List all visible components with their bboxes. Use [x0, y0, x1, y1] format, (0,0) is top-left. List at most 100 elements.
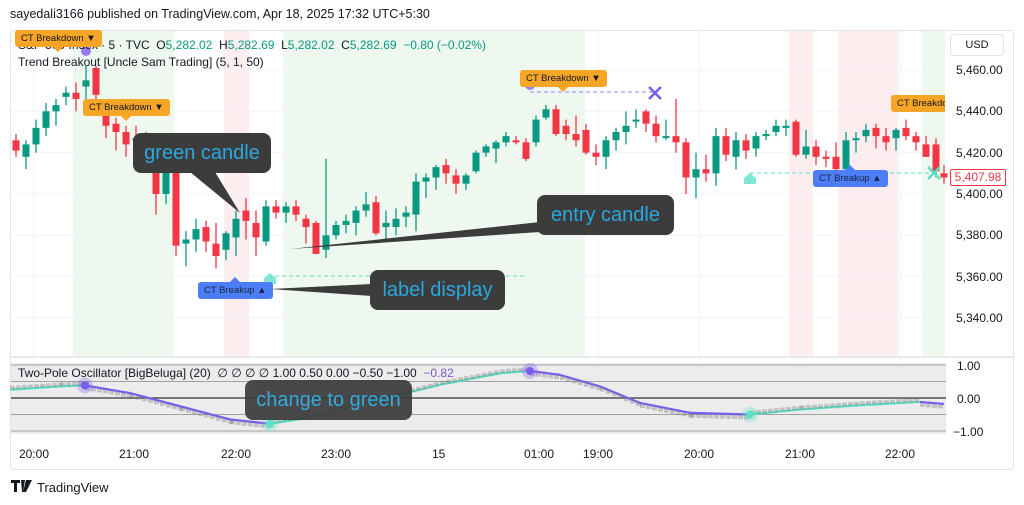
- oscillator-step: [542, 373, 547, 378]
- currency-button[interactable]: USD: [950, 34, 1004, 56]
- green-candle: [332, 225, 340, 236]
- oscillator-step: [127, 393, 132, 398]
- oscillator-step: [884, 399, 889, 404]
- oscillator-step: [590, 384, 595, 389]
- oscillator-step: [774, 408, 779, 413]
- green-candle: [342, 220, 350, 225]
- oscillator-line: [229, 418, 271, 425]
- price-tick: 5,420.00: [956, 145, 1003, 160]
- oscillator-current: −0.82: [423, 366, 454, 380]
- oscillator-step: [230, 420, 235, 425]
- oscillator-line: [599, 385, 641, 404]
- red-candle: [72, 92, 80, 99]
- oscillator-step: [812, 404, 817, 409]
- oscillator-step: [142, 397, 147, 402]
- time-tick: 19:00: [583, 447, 614, 461]
- oscillator-step: [166, 403, 171, 408]
- oscillator-step: [428, 383, 433, 388]
- indicator-legend[interactable]: Trend Breakout [Uncle Sam Trading] (5, 1…: [18, 55, 264, 69]
- green-candle: [712, 136, 720, 174]
- oscillator-step: [148, 398, 153, 403]
- published-line: sayedali3166 published on TradingView.co…: [10, 7, 430, 21]
- oscillator-step: [494, 370, 499, 375]
- green-candle: [162, 169, 170, 194]
- oscillator-step: [652, 406, 657, 411]
- cross-marker-icon: [927, 166, 941, 180]
- red-candle: [642, 111, 650, 124]
- oscillator-step: [52, 382, 57, 387]
- green-candle: [52, 105, 60, 112]
- green-candle: [602, 140, 610, 157]
- oscillator-step: [97, 388, 102, 393]
- oscillator-step: [896, 399, 901, 404]
- oscillator-line: [439, 372, 501, 386]
- oscillator-line: [749, 408, 801, 416]
- green-candle: [402, 212, 410, 217]
- oscillator-line: [799, 404, 861, 411]
- oscillator-step: [228, 419, 233, 424]
- price-tick: 5,440.00: [956, 104, 1003, 119]
- oscillator-step: [210, 415, 215, 420]
- oscillator-line: [9, 385, 61, 391]
- red-candle: [452, 175, 460, 184]
- oscillator-step: [578, 381, 583, 386]
- oscillator-step: [792, 406, 797, 411]
- oscillator-step: [109, 390, 114, 395]
- chart-frame[interactable]: [10, 30, 1014, 470]
- oscillator-step: [908, 398, 913, 403]
- oscillator-step: [452, 378, 457, 383]
- oscillator-step: [192, 410, 197, 415]
- oscillator-name: Two-Pole Oscillator [BigBeluga] (20): [18, 366, 211, 380]
- oscillator-step: [446, 379, 451, 384]
- oscillator-step: [58, 382, 63, 387]
- oscillator-step: [612, 392, 617, 397]
- oscillator-step: [714, 414, 719, 419]
- oscillator-step: [890, 399, 895, 404]
- oscillator-step: [78, 381, 83, 386]
- callout-pointer: [290, 222, 540, 249]
- breakup-marker: [264, 273, 276, 284]
- oscillator-step: [476, 373, 481, 378]
- oscillator-step: [560, 375, 565, 380]
- oscillator-step: [121, 392, 126, 397]
- red-candle: [372, 202, 380, 234]
- oscillator-step: [572, 379, 577, 384]
- green-candle: [532, 119, 540, 143]
- oscillator-line: [529, 369, 561, 376]
- oscillator-legend[interactable]: Two-Pole Oscillator [BigBeluga] (20) ∅ ∅…: [18, 366, 454, 380]
- price-tick: 5,340.00: [956, 310, 1003, 325]
- red-candle: [902, 127, 910, 137]
- green-candle: [432, 167, 440, 178]
- oscillator-step: [860, 401, 865, 406]
- red-candle: [822, 156, 830, 159]
- oscillator-step: [242, 421, 247, 426]
- oscillator-step: [46, 383, 51, 388]
- oscillator-step: [34, 384, 39, 389]
- red-candle: [572, 134, 580, 141]
- tradingview-logo[interactable]: TradingView: [11, 480, 109, 495]
- green-candle: [632, 119, 640, 122]
- oscillator-step: [136, 395, 141, 400]
- green-candle: [42, 111, 50, 128]
- red-candle: [12, 140, 20, 151]
- oscillator-step: [254, 423, 259, 428]
- oscillator-step: [103, 389, 108, 394]
- tradingview-logo-icon: [11, 480, 33, 495]
- green-candle: [472, 152, 480, 172]
- time-tick: 15: [432, 447, 446, 461]
- oscillator-step: [720, 414, 725, 419]
- tradingview-brand: TradingView: [37, 480, 109, 495]
- oscillator-step: [800, 405, 805, 410]
- green-candle: [282, 206, 290, 213]
- oscillator-step: [422, 385, 427, 390]
- oscillator-step: [482, 372, 487, 377]
- oscillator-line: [859, 400, 921, 407]
- oscillator-step: [744, 415, 749, 420]
- green-candle: [862, 129, 870, 137]
- red-candle: [442, 165, 450, 174]
- time-tick: 01:00: [524, 447, 555, 461]
- red-candle: [672, 136, 680, 143]
- oscillator-step: [410, 388, 415, 393]
- oscillator-line: [689, 411, 751, 416]
